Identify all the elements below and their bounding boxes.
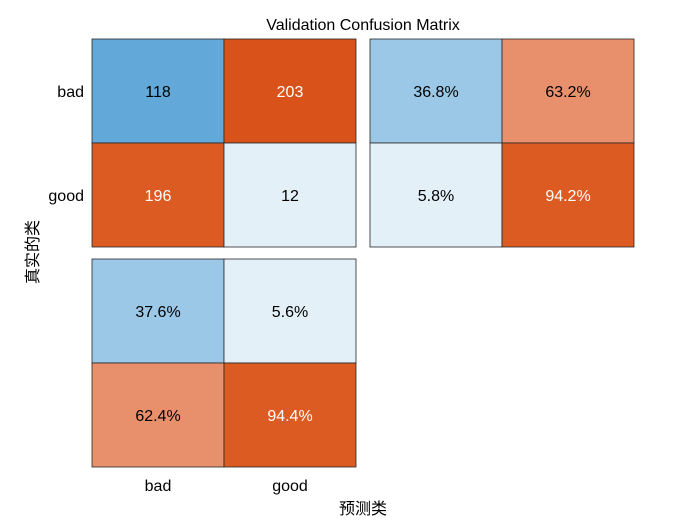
row-summary-panel: 36.8% 63.2% 5.8% 94.2% [369, 38, 635, 248]
x-tick-label: good [272, 478, 308, 495]
count-matrix-cell-label: 12 [281, 188, 299, 205]
count-matrix-cell-label: 118 [145, 84, 171, 101]
row-summary-cell-label: 36.8% [413, 84, 458, 101]
y-tick-label: good [48, 188, 84, 205]
row-summary-cell-label: 63.2% [545, 84, 590, 101]
count-matrix-cell [91, 142, 225, 248]
count-matrix-cell [91, 38, 225, 144]
column-summary-cell [223, 362, 357, 468]
count-matrix-cell [223, 38, 357, 144]
chart-title: Validation Confusion Matrix [266, 17, 460, 34]
column-summary-cell-label: 37.6% [135, 304, 180, 321]
column-summary-cell-label: 62.4% [135, 408, 180, 425]
count-matrix-cell-label: 203 [277, 84, 304, 101]
row-summary-cell [369, 142, 503, 248]
x-tick-label: bad [145, 478, 172, 495]
row-summary-cell-label: 5.8% [418, 188, 454, 205]
y-tick-label: bad [57, 84, 84, 101]
matrix-panels: 118 203 196 12 36.8% 63.2% 5.8% 94.2% 37.6% 5.6% 6… [48, 38, 635, 495]
count-matrix-cell [223, 142, 357, 248]
count-matrix-panel: 118 203 196 12 [91, 38, 357, 248]
x-axis-label: 预测类 [339, 499, 387, 518]
row-summary-cell [501, 142, 635, 248]
column-summary-cell-label: 94.4% [267, 408, 312, 425]
row-summary-cell-label: 94.2% [545, 188, 590, 205]
y-axis-label: 真实的类 [23, 220, 42, 284]
row-summary-cell [369, 38, 503, 144]
column-summary-cell [223, 258, 357, 364]
column-summary-cell-label: 5.6% [272, 304, 308, 321]
row-summary-cell [501, 38, 635, 144]
column-summary-panel: 37.6% 5.6% 62.4% 94.4% [91, 258, 357, 468]
count-matrix-cell-label: 196 [145, 188, 172, 205]
